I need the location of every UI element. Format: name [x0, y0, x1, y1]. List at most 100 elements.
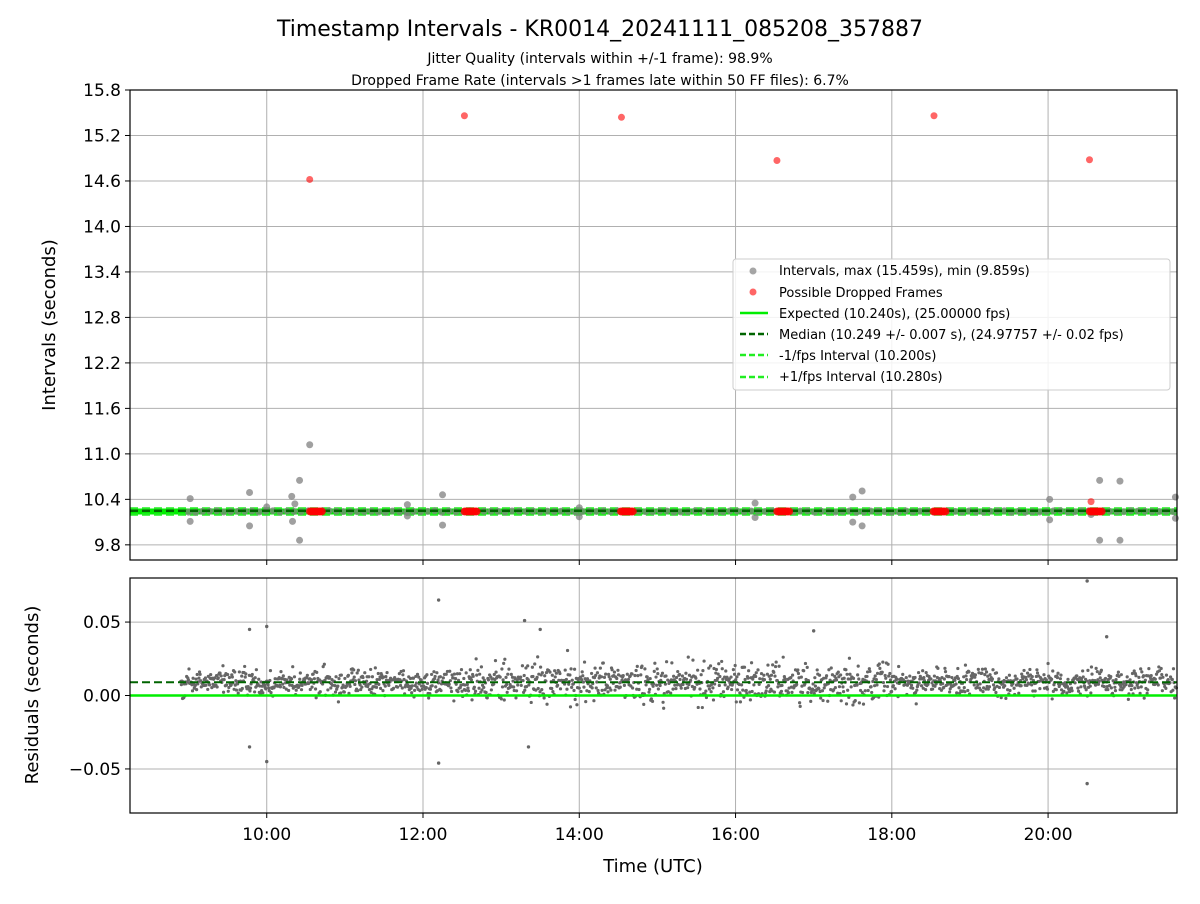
residual-point [543, 674, 547, 678]
residual-point [278, 685, 283, 689]
residual-point [699, 673, 703, 677]
residual-point [1113, 689, 1118, 693]
interval-point [296, 476, 304, 484]
residual-point [580, 677, 584, 682]
interval-point [494, 507, 502, 515]
residual-point [709, 690, 713, 694]
residual-point [943, 670, 948, 674]
residual-point [346, 673, 350, 677]
residual-point [594, 686, 598, 690]
residual-point [856, 673, 860, 677]
residual-point [1103, 676, 1108, 681]
residual-point [358, 683, 362, 687]
interval-point [1096, 476, 1104, 484]
residual-point [418, 689, 422, 693]
residual-point [519, 683, 523, 688]
residual-point [396, 685, 400, 689]
residual-point [857, 677, 861, 681]
residual-point [469, 678, 474, 682]
residual-point [874, 678, 878, 682]
residual-point [702, 659, 706, 663]
residual-point [427, 696, 431, 700]
residual-point [243, 664, 247, 669]
residual-point [534, 688, 538, 692]
residual-point [966, 688, 970, 693]
residual-point [915, 688, 919, 692]
residual-point [1117, 674, 1121, 679]
residual-point [652, 669, 656, 673]
dropped-frame-point [930, 112, 938, 120]
residual-point [1066, 677, 1070, 682]
residual-point [474, 657, 478, 661]
residual-point [674, 675, 679, 680]
residual-point [847, 656, 852, 660]
chart-legend: Intervals, max (15.459s), min (9.859s) P… [732, 258, 1171, 391]
residuals-y-axis-label: Residuals (seconds) [22, 606, 43, 785]
residual-point [291, 665, 295, 669]
residual-point [538, 665, 543, 669]
residual-point [851, 703, 855, 707]
residual-point [911, 686, 915, 690]
residual-point [237, 670, 241, 674]
interval-point [1000, 507, 1008, 515]
residual-point [741, 688, 745, 692]
residual-point [1143, 678, 1147, 682]
residual-point [924, 671, 928, 675]
dropped-frame-point [617, 113, 625, 121]
residual-point [1109, 674, 1113, 679]
residual-point [752, 683, 756, 687]
residual-point [929, 677, 933, 681]
residual-point [1058, 683, 1062, 687]
residual-point [314, 696, 318, 700]
residual-point [1004, 676, 1009, 680]
residual-point [1056, 671, 1060, 675]
legend-box [732, 258, 1171, 391]
residual-point [524, 685, 529, 689]
residual-point [916, 670, 921, 675]
residual-point [570, 685, 574, 689]
residual-point [1113, 685, 1117, 689]
residual-point [557, 678, 561, 682]
residual-point [1137, 675, 1141, 679]
residual-point [720, 659, 724, 664]
interval-point [246, 522, 254, 530]
residual-point [921, 686, 925, 690]
residual-point [1106, 687, 1110, 692]
residual-point [658, 683, 662, 688]
residual-point [436, 761, 441, 765]
residual-point [633, 673, 637, 678]
residual-point [1033, 689, 1037, 693]
residual-point [347, 691, 351, 695]
residual-point [204, 683, 208, 687]
residual-point [505, 682, 509, 687]
residual-point [700, 705, 704, 710]
residual-point [754, 671, 758, 675]
residual-point [963, 690, 967, 694]
dropped-frame-point [472, 507, 481, 516]
residual-point [732, 672, 737, 676]
residual-point [445, 669, 450, 674]
residual-point [729, 675, 733, 679]
residual-point [203, 676, 207, 680]
residual-point [691, 658, 695, 662]
residual-point [976, 667, 980, 672]
residual-point [656, 672, 660, 676]
residual-point [548, 670, 552, 674]
residual-point [888, 678, 893, 682]
residual-point [1139, 685, 1143, 689]
residual-point [938, 678, 942, 682]
residual-point [670, 661, 674, 665]
residual-point [439, 688, 443, 693]
dropped-frame-point [306, 175, 314, 183]
residual-point [361, 675, 365, 680]
residual-point [873, 674, 877, 678]
residual-point [721, 690, 726, 694]
residual-point [298, 671, 302, 675]
residual-point [315, 670, 319, 674]
residual-point [647, 687, 652, 692]
residual-point [887, 674, 891, 678]
x-axis-label: Time (UTC) [602, 856, 703, 877]
residual-point [1108, 684, 1112, 688]
residual-point [994, 690, 998, 695]
interval-point [508, 507, 516, 515]
